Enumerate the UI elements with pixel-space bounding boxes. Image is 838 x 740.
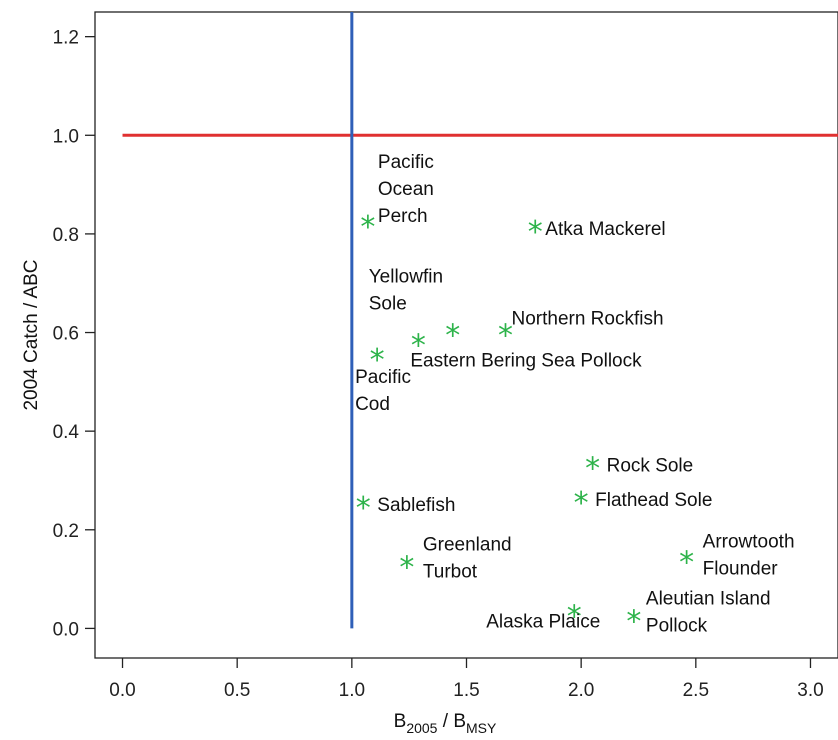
- data-point-label-line: Flounder: [703, 558, 779, 579]
- data-point-label-line: Pacific: [378, 152, 434, 173]
- x-axis-title-sub2: MSY: [466, 720, 497, 736]
- y-tick-label: 1.2: [53, 28, 79, 49]
- data-point-marker: *: [360, 210, 375, 245]
- x-tick-label: 2.0: [568, 680, 594, 701]
- data-point-label-line: Atka Mackerel: [545, 219, 665, 240]
- data-point-label: Yellowfin Sole: [369, 267, 443, 315]
- x-tick-label: 1.0: [339, 680, 365, 701]
- data-point-label-line: Sole: [369, 294, 407, 315]
- data-point-label-line: Aleutian Island: [646, 589, 771, 610]
- data-point-label-line: Sablefish: [377, 495, 455, 516]
- data-point-marker: *: [567, 600, 582, 635]
- data-point-label-line: Greenland: [423, 534, 512, 555]
- data-point-marker: *: [370, 343, 385, 378]
- data-point-label: Northern Rockfish: [511, 309, 663, 330]
- data-point-label-line: Northern Rockfish: [511, 309, 663, 330]
- data-point-marker: *: [528, 215, 543, 250]
- data-point-marker: *: [356, 491, 371, 526]
- data-point-label: Pacific Ocean Perch: [378, 152, 434, 227]
- data-point-marker: *: [411, 328, 426, 363]
- data-point-label: Sablefish: [377, 495, 455, 516]
- x-tick-label: 0.5: [224, 680, 250, 701]
- data-point-label: Alaska Plaice: [486, 612, 600, 633]
- data-point-marker: *: [445, 319, 460, 354]
- data-point-label-line: Turbot: [423, 561, 478, 582]
- data-point-label-line: Arrowtooth: [703, 531, 795, 552]
- x-tick-label: 3.0: [797, 680, 823, 701]
- data-point-label: Pacific Cod: [355, 367, 411, 415]
- data-point-label: Atka Mackerel: [545, 219, 665, 240]
- data-point-marker: *: [574, 486, 589, 521]
- data-point-marker: *: [498, 319, 513, 354]
- data-point-label-line: Pacific: [355, 367, 411, 388]
- x-axis-title-sep: / B: [437, 711, 466, 732]
- data-point-marker: *: [679, 545, 694, 580]
- data-point-label: Flathead Sole: [595, 490, 712, 511]
- x-tick-label: 1.5: [453, 680, 479, 701]
- y-tick-label: 0.0: [53, 619, 79, 640]
- data-point-label: Aleutian Island Pollock: [646, 589, 771, 637]
- data-point-label: Arrowtooth Flounder: [703, 531, 795, 579]
- data-point-label-line: Alaska Plaice: [486, 612, 600, 633]
- data-point-marker: *: [399, 550, 414, 585]
- data-point-label: Rock Sole: [607, 456, 694, 477]
- y-tick-label: 0.4: [53, 422, 80, 443]
- y-axis-ticks: 0.0 0.2 0.4 0.6 0.8 1.0 1.2: [53, 28, 95, 640]
- data-point-label-line: Rock Sole: [607, 456, 694, 477]
- y-tick-label: 1.0: [53, 126, 79, 147]
- x-tick-label: 0.0: [109, 680, 135, 701]
- data-point-marker: *: [585, 452, 600, 487]
- x-axis-title-sub1: 2005: [406, 720, 437, 736]
- data-point-label-line: Eastern Bering Sea Pollock: [410, 350, 642, 371]
- y-tick-label: 0.2: [53, 521, 79, 542]
- y-tick-label: 0.6: [53, 324, 79, 345]
- data-point-marker: *: [626, 605, 641, 640]
- data-point-label-line: Flathead Sole: [595, 490, 712, 511]
- x-tick-label: 2.5: [683, 680, 709, 701]
- reference-lines: [122, 12, 838, 629]
- x-axis-ticks: 0.0 0.5 1.0 1.5 2.0 2.5 3.0: [109, 658, 824, 701]
- data-points: * ** ********* *: [356, 210, 694, 640]
- y-tick-label: 0.8: [53, 225, 79, 246]
- data-point-label-line: Perch: [378, 206, 428, 227]
- y-axis-title: 2004 Catch / ABC: [21, 259, 42, 410]
- data-point-label-line: Yellowfin: [369, 267, 443, 288]
- data-point-label: Eastern Bering Sea Pollock: [410, 350, 642, 371]
- data-point-label-line: Ocean: [378, 179, 434, 200]
- x-axis-title-main: B: [394, 711, 407, 732]
- data-point-label: Greenland Turbot: [423, 534, 512, 582]
- data-point-label-line: Cod: [355, 394, 390, 415]
- data-point-label-line: Pollock: [646, 616, 708, 637]
- point-labels: Pacific Ocean Perch Atka Mackerel Yellowfin S…: [355, 152, 794, 637]
- x-axis-title: B2005 / BMSY: [394, 711, 497, 736]
